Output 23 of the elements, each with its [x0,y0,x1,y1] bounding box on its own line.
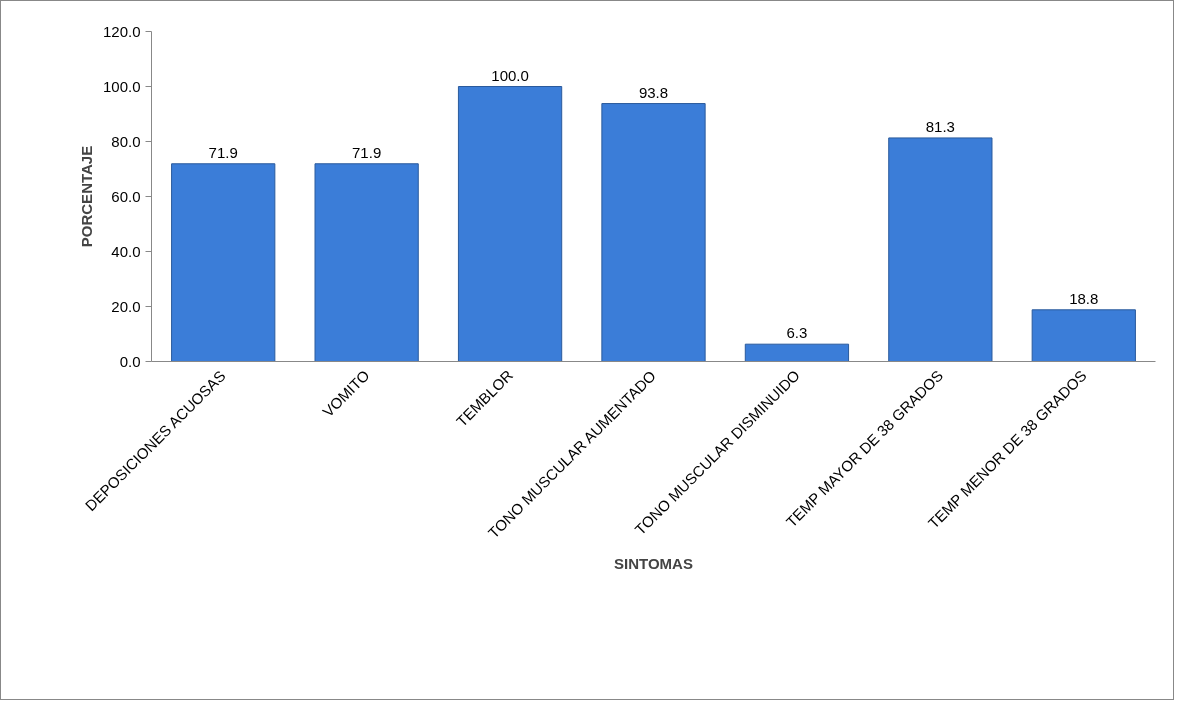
y-tick-label: 20.0 [111,297,141,315]
bar [744,343,850,362]
data-label: 18.8 [1069,289,1099,307]
data-label: 6.3 [786,324,808,342]
y-tick-label: 40.0 [111,242,141,260]
bar [888,137,993,362]
bar [314,163,419,362]
data-label: 71.9 [208,143,238,161]
bar [457,86,563,362]
x-axis-title: SINTOMAS [614,555,693,573]
bar [171,163,276,362]
bar [1031,309,1136,362]
y-axis-title: PORCENTAJE [77,145,95,248]
data-label: 93.8 [638,83,669,101]
bar [601,103,706,362]
data-label: 100.0 [491,66,529,84]
y-tick-label: 0.0 [119,352,141,370]
data-label: 71.9 [352,143,382,161]
y-tick-label: 80.0 [111,132,141,150]
y-tick-label: 120.0 [102,22,141,40]
y-tick-label: 100.0 [102,77,141,95]
data-label: 81.3 [925,117,955,135]
y-tick-label: 60.0 [111,187,141,205]
